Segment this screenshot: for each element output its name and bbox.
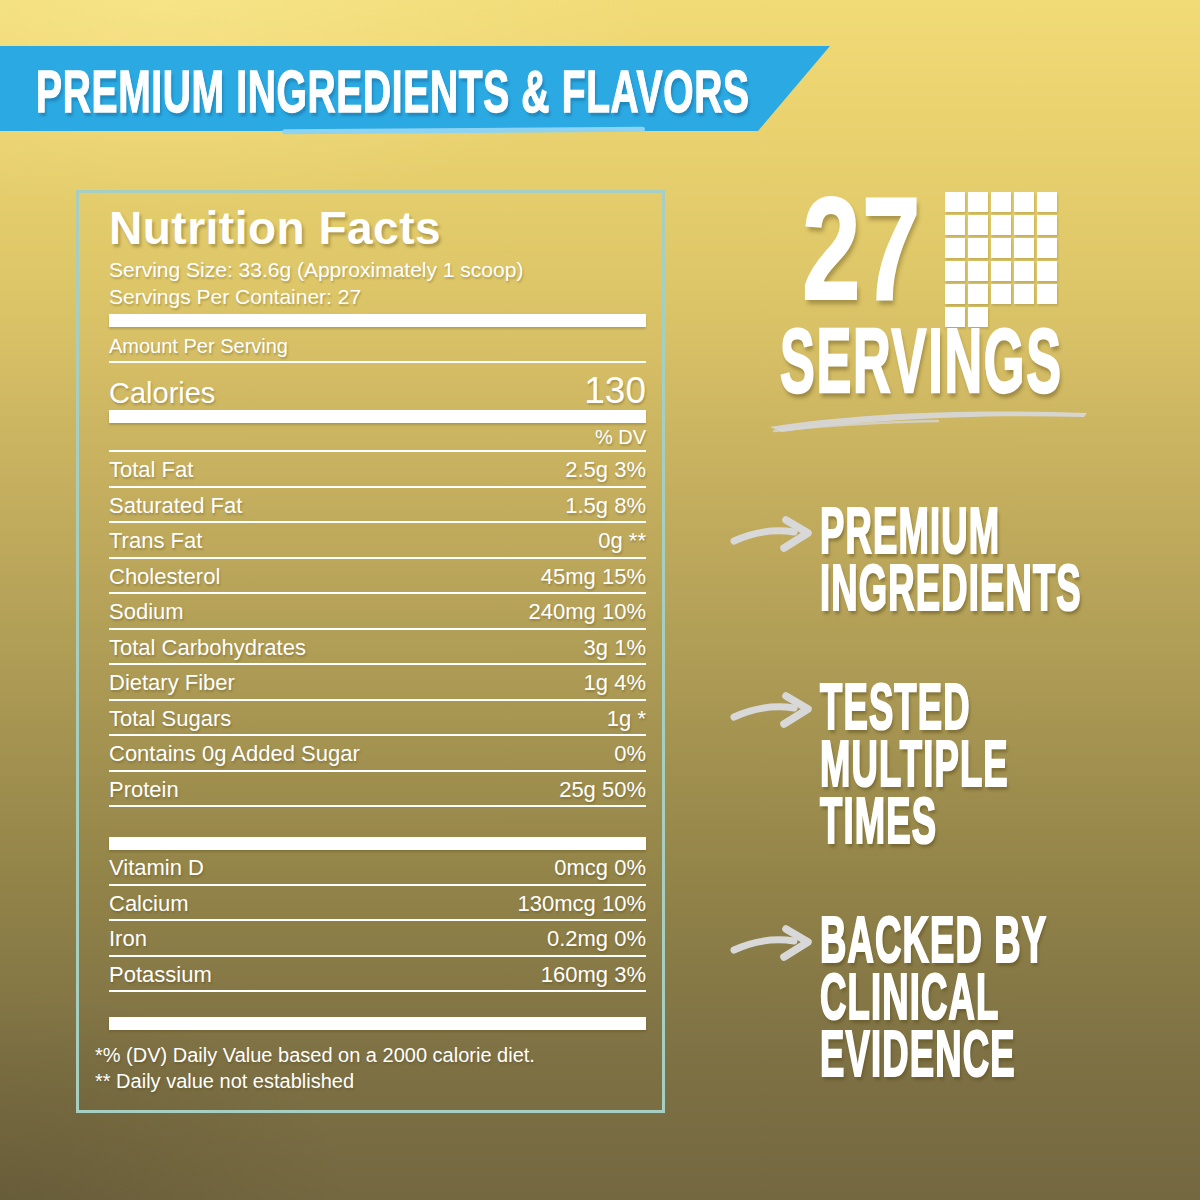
nutrient-row: Saturated Fat 1.5g 8% [109,488,646,524]
footnote-established: ** Daily value not established [95,1068,646,1094]
nutrient-label: Contains 0g Added Sugar [109,741,360,767]
underline-swoosh [768,406,1090,434]
nutrient-row: Vitamin D 0mcg 0% [109,850,646,886]
nutrient-row: Iron 0.2mg 0% [109,921,646,957]
feature-item: TESTED MULTIPLE TIMES [728,679,1168,850]
calories-value: 130 [584,370,646,412]
arrow-icon [728,922,814,968]
nutrient-row: Cholesterol 45mg 15% [109,559,646,595]
feature-line: EVIDENCE [820,1026,1047,1083]
nutrient-value: 1g 4% [584,670,646,696]
serving-size: Serving Size: 33.6g (Approximately 1 sco… [109,256,646,283]
calories-row: Calories 130 [109,370,646,406]
servings-count: 27 [802,176,922,322]
nutrient-value: 0mcg 0% [554,855,646,881]
nutrient-value: 240mg 10% [529,599,646,625]
nutrient-row: Protein 25g 50% [109,772,646,808]
nutrient-row: Contains 0g Added Sugar 0% [109,736,646,772]
divider-bar [109,837,646,850]
nutrient-value: 0g ** [598,528,646,554]
feature-text: PREMIUM INGREDIENTS [820,503,1082,617]
nutrient-label: Calcium [109,891,188,917]
footnote-dv: *% (DV) Daily Value based on a 2000 calo… [95,1042,646,1068]
nutrition-title: Nutrition Facts [109,205,646,251]
nutrient-label: Dietary Fiber [109,670,235,696]
divider-bar [109,410,646,423]
amount-per-serving: Amount Per Serving [109,336,646,363]
nutrient-row: Total Sugars 1g * [109,701,646,737]
feature-line: INGREDIENTS [820,560,1082,617]
feature-text: TESTED MULTIPLE TIMES [820,679,1009,850]
nutrition-facts-panel: Nutrition Facts Serving Size: 33.6g (App… [76,190,665,1113]
calories-label: Calories [109,377,215,410]
nutrient-value: 160mg 3% [541,962,646,988]
nutrient-value: 0.2mg 0% [547,926,646,952]
nutrient-value: 2.5g 3% [565,457,646,483]
nutrient-label: Vitamin D [109,855,204,881]
nutrient-label: Saturated Fat [109,493,242,519]
nutrient-value: 130mcg 10% [518,891,646,917]
nutrient-row: Total Carbohydrates 3g 1% [109,630,646,666]
nutrient-row: Total Fat 2.5g 3% [109,452,646,488]
nutrient-label: Trans Fat [109,528,202,554]
feature-text: BACKED BY CLINICAL EVIDENCE [820,912,1047,1083]
nutrient-value: 25g 50% [559,777,646,803]
nutrient-value: 1g * [607,706,646,732]
nutrient-label: Iron [109,926,147,952]
brand-p-logo [945,192,1057,327]
servings-per-container: Servings Per Container: 27 [109,283,646,310]
nutrient-label: Total Sugars [109,706,231,732]
nutrient-row: Trans Fat 0g ** [109,523,646,559]
servings-label: SERVINGS [780,316,1063,406]
divider-bar [109,1017,646,1030]
vitamin-rows: Vitamin D 0mcg 0% Calcium 130mcg 10% Iro… [109,850,646,992]
nutrient-row: Calcium 130mcg 10% [109,886,646,922]
nutrient-row: Dietary Fiber 1g 4% [109,665,646,701]
divider-bar [109,314,646,327]
nutrient-label: Potassium [109,962,212,988]
nutrient-row: Sodium 240mg 10% [109,594,646,630]
nutrient-value: 0% [614,741,646,767]
arrow-icon [728,689,814,735]
feature-line: TIMES [820,793,1009,850]
feature-item: PREMIUM INGREDIENTS [728,503,1168,617]
nutrient-value: 1.5g 8% [565,493,646,519]
nutrient-value: 3g 1% [584,635,646,661]
nutrient-rows: Total Fat 2.5g 3% Saturated Fat 1.5g 8% … [109,452,646,807]
nutrient-label: Total Carbohydrates [109,635,306,661]
nutrient-label: Total Fat [109,457,193,483]
banner-title: PREMIUM INGREDIENTS & FLAVORS [36,49,750,134]
feature-list: PREMIUM INGREDIENTS TESTED MULTIPLE TIME… [728,503,1168,1145]
nutrient-label: Cholesterol [109,564,220,590]
feature-item: BACKED BY CLINICAL EVIDENCE [728,912,1168,1083]
nutrient-label: Sodium [109,599,184,625]
arrow-icon [728,513,814,559]
dv-header: % DV [109,427,646,452]
nutrient-label: Protein [109,777,179,803]
nutrient-value: 45mg 15% [541,564,646,590]
nutrient-row: Potassium 160mg 3% [109,957,646,993]
